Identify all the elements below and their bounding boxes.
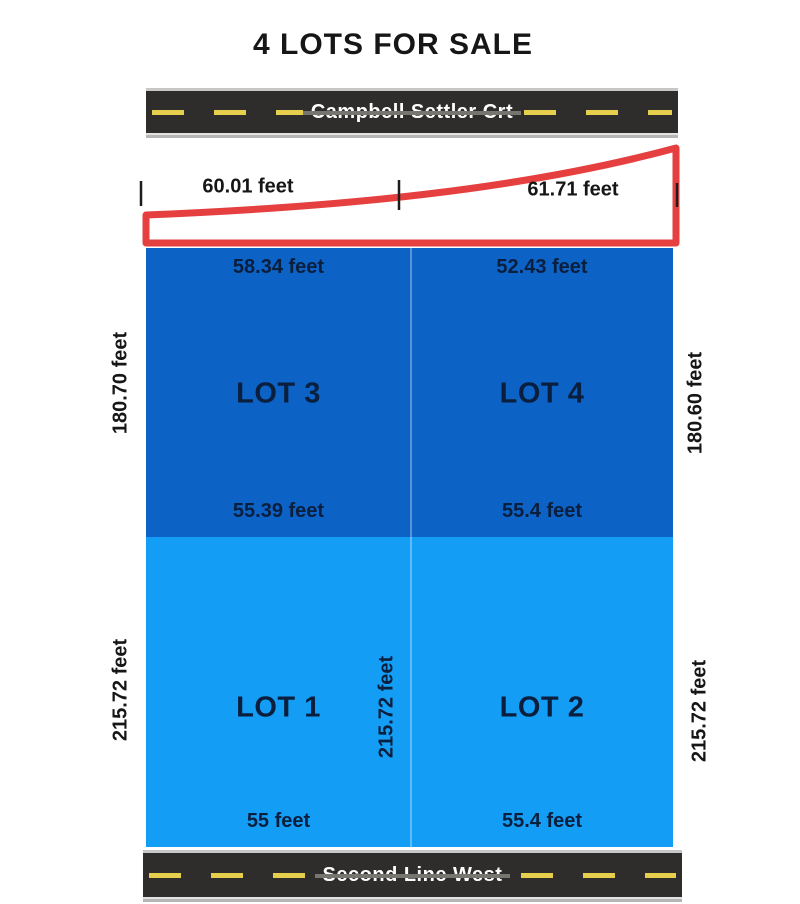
road-top-name: Campbell Settler Crt — [302, 98, 522, 126]
left-depth-lower-dimension: 215.72 feet — [109, 638, 132, 742]
page-title: 4 LOTS FOR SALE — [252, 28, 534, 61]
right-depth-upper-dimension: 180.60 feet — [684, 351, 707, 455]
lot-2-rear-dimension: 55.4 feet — [501, 810, 583, 832]
lot-1-rear-dimension: 55 feet — [246, 810, 311, 832]
lot-2: LOT 2 55.4 feet — [411, 537, 673, 847]
lot-divider-line — [410, 248, 412, 847]
right-depth-lower-dimension: 215.72 feet — [688, 659, 711, 763]
lot-1: LOT 1 215.72 feet 55 feet — [146, 537, 411, 847]
lot-4: 52.43 feet LOT 4 55.4 feet — [411, 248, 673, 537]
left-depth-upper-dimension: 180.70 feet — [109, 331, 132, 435]
lot-2-label: LOT 2 — [499, 691, 585, 723]
lot-1-depth-dimension: 215.72 feet — [375, 655, 398, 759]
lot-4-front-dimension: 52.43 feet — [496, 256, 588, 278]
lot-3-label: LOT 3 — [236, 377, 321, 410]
lot-3-rear-dimension: 55.39 feet — [232, 500, 325, 522]
frontage-left-dimension: 60.01 feet — [202, 175, 294, 198]
road-bottom: Second Line West — [143, 851, 682, 899]
lot-4-label: LOT 4 — [499, 377, 585, 410]
lot-3: 58.34 feet LOT 3 55.39 feet — [146, 248, 411, 537]
lots-grid: 58.34 feet LOT 3 55.39 feet 52.43 feet L… — [146, 248, 673, 847]
lot-3-front-dimension: 58.34 feet — [232, 256, 325, 278]
road-bottom-name: Second Line West — [314, 861, 511, 889]
lot-1-label: LOT 1 — [236, 691, 321, 723]
lot-4-rear-dimension: 55.4 feet — [501, 500, 583, 522]
road-top: Campbell Settler Crt — [146, 89, 678, 135]
frontage-right-dimension: 61.71 feet — [527, 178, 619, 201]
